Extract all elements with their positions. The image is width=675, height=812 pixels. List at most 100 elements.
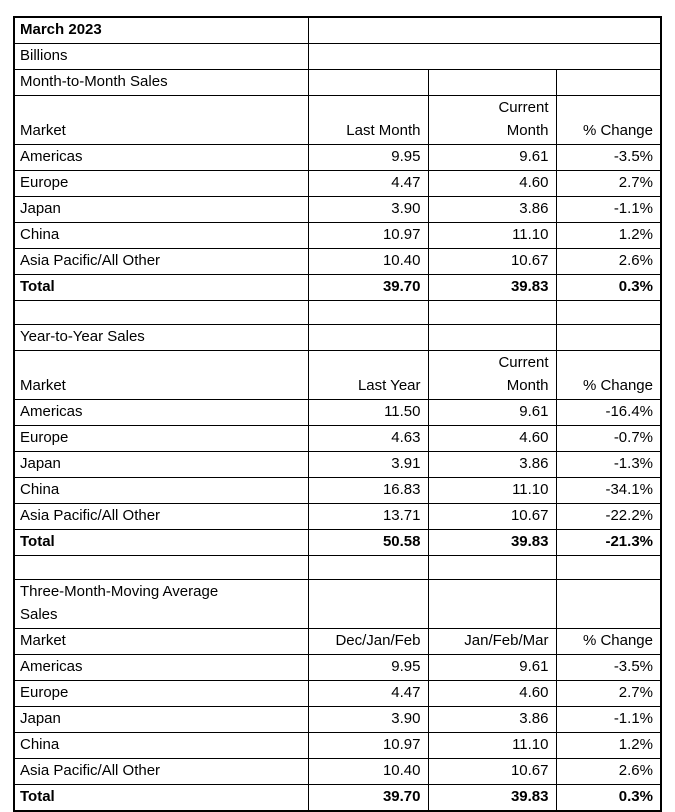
empty-cell — [427, 300, 557, 325]
value-cell: -1.1% — [555, 706, 662, 733]
empty-cell — [13, 300, 309, 325]
column-header-cell: Market — [13, 628, 309, 655]
market-cell: Americas — [13, 654, 309, 681]
empty-cell — [13, 555, 309, 580]
total-cell: 39.70 — [307, 784, 429, 812]
market-cell: Americas — [13, 399, 309, 426]
section-title-cell: Three-Month-Moving Average Sales — [13, 579, 309, 629]
total-cell: 39.70 — [307, 274, 429, 301]
column-header-cell: % Change — [555, 95, 662, 145]
value-cell: 11.50 — [307, 399, 429, 426]
value-cell: 11.10 — [427, 732, 557, 759]
market-cell: Asia Pacific/All Other — [13, 503, 309, 530]
empty-cell — [307, 300, 429, 325]
value-cell: -34.1% — [555, 477, 662, 504]
value-cell: 3.86 — [427, 196, 557, 223]
market-cell: Japan — [13, 451, 309, 478]
value-cell: -22.2% — [555, 503, 662, 530]
total-cell: Total — [13, 529, 309, 556]
empty-cell — [555, 69, 662, 96]
value-cell: 9.95 — [307, 654, 429, 681]
value-cell: 3.86 — [427, 706, 557, 733]
value-cell: 2.6% — [555, 248, 662, 275]
market-cell: Europe — [13, 425, 309, 452]
value-cell: 3.91 — [307, 451, 429, 478]
empty-cell — [427, 69, 557, 96]
value-cell: 2.7% — [555, 680, 662, 707]
column-header-cell: Last Month — [307, 95, 429, 145]
empty-cell — [307, 579, 429, 629]
value-cell: 10.67 — [427, 503, 557, 530]
total-cell: 0.3% — [555, 274, 662, 301]
market-cell: Asia Pacific/All Other — [13, 758, 309, 785]
market-cell: Japan — [13, 706, 309, 733]
empty-cell — [307, 555, 429, 580]
value-cell: 4.47 — [307, 170, 429, 197]
column-header-cell: Market — [13, 350, 309, 400]
units-label-cell: Billions — [13, 43, 309, 70]
value-cell: -1.1% — [555, 196, 662, 223]
value-cell: 9.61 — [427, 399, 557, 426]
value-cell: 3.90 — [307, 706, 429, 733]
empty-cell — [555, 324, 662, 351]
total-cell: Total — [13, 784, 309, 812]
value-cell: 4.47 — [307, 680, 429, 707]
column-header-cell: Jan/Feb/Mar — [427, 628, 557, 655]
value-cell: 4.60 — [427, 680, 557, 707]
column-header-cell: Last Year — [307, 350, 429, 400]
value-cell: 2.7% — [555, 170, 662, 197]
column-header-cell: Current Month — [427, 95, 557, 145]
empty-cell — [307, 16, 662, 44]
value-cell: 1.2% — [555, 222, 662, 249]
section-title-cell: Year-to-Year Sales — [13, 324, 309, 351]
value-cell: 11.10 — [427, 222, 557, 249]
market-cell: China — [13, 732, 309, 759]
value-cell: 9.61 — [427, 144, 557, 171]
market-cell: Americas — [13, 144, 309, 171]
market-cell: Asia Pacific/All Other — [13, 248, 309, 275]
market-cell: Europe — [13, 170, 309, 197]
value-cell: 10.97 — [307, 732, 429, 759]
column-header-cell: % Change — [555, 350, 662, 400]
empty-cell — [307, 324, 429, 351]
value-cell: 2.6% — [555, 758, 662, 785]
report-title-cell: March 2023 — [13, 16, 309, 44]
total-cell: 39.83 — [427, 274, 557, 301]
market-cell: China — [13, 222, 309, 249]
sales-table: March 2023 Billions Month-to-Month Sales Ma… — [13, 16, 662, 812]
market-cell: Japan — [13, 196, 309, 223]
empty-cell — [555, 300, 662, 325]
value-cell: 10.40 — [307, 758, 429, 785]
value-cell: 4.63 — [307, 425, 429, 452]
value-cell: 9.95 — [307, 144, 429, 171]
market-cell: China — [13, 477, 309, 504]
value-cell: 9.61 — [427, 654, 557, 681]
value-cell: -3.5% — [555, 654, 662, 681]
total-cell: -21.3% — [555, 529, 662, 556]
total-cell: 39.83 — [427, 529, 557, 556]
total-cell: 39.83 — [427, 784, 557, 812]
value-cell: 13.71 — [307, 503, 429, 530]
column-header-cell: Market — [13, 95, 309, 145]
value-cell: -1.3% — [555, 451, 662, 478]
value-cell: 4.60 — [427, 425, 557, 452]
column-header-cell: Dec/Jan/Feb — [307, 628, 429, 655]
value-cell: -16.4% — [555, 399, 662, 426]
section-title-cell: Month-to-Month Sales — [13, 69, 309, 96]
empty-cell — [307, 69, 429, 96]
total-cell: Total — [13, 274, 309, 301]
empty-cell — [427, 324, 557, 351]
value-cell: 3.90 — [307, 196, 429, 223]
value-cell: 11.10 — [427, 477, 557, 504]
value-cell: 1.2% — [555, 732, 662, 759]
value-cell: 16.83 — [307, 477, 429, 504]
value-cell: 10.67 — [427, 248, 557, 275]
value-cell: 3.86 — [427, 451, 557, 478]
total-cell: 50.58 — [307, 529, 429, 556]
value-cell: 10.40 — [307, 248, 429, 275]
total-cell: 0.3% — [555, 784, 662, 812]
market-cell: Europe — [13, 680, 309, 707]
value-cell: 10.67 — [427, 758, 557, 785]
empty-cell — [555, 579, 662, 629]
report-page: March 2023 Billions Month-to-Month Sales Ma… — [13, 16, 662, 812]
